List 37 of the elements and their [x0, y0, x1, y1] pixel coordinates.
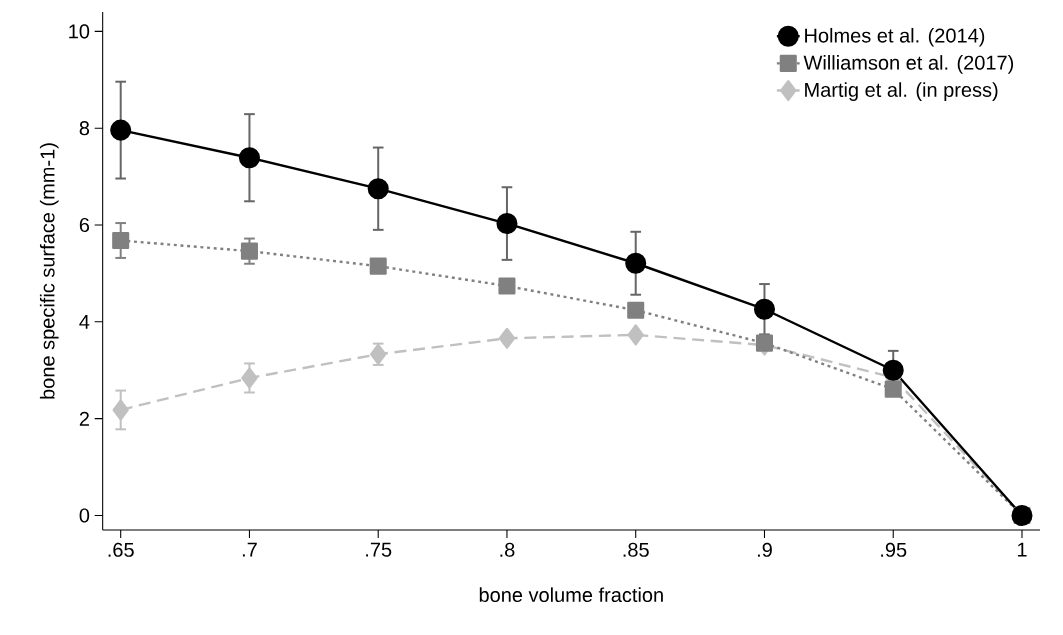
point	[241, 367, 258, 389]
x-tick-label: .95	[881, 542, 907, 557]
x-tick-label: .9	[757, 542, 772, 557]
y-axis-title: bone specific surface (mm-1)	[39, 143, 59, 399]
point	[110, 119, 132, 141]
point	[496, 213, 518, 235]
point	[755, 334, 774, 352]
x-axis-title: bone volume fraction	[479, 587, 663, 603]
point	[627, 301, 645, 319]
y-tick-label: 10	[69, 24, 90, 39]
x-tick-label: .65	[108, 542, 134, 557]
point	[627, 324, 644, 346]
y-tick-label: 0	[79, 508, 90, 523]
point	[498, 277, 516, 295]
point	[240, 242, 258, 260]
point	[112, 399, 129, 421]
point	[112, 231, 130, 250]
point	[625, 252, 647, 274]
point	[498, 327, 516, 349]
legend-label: Holmes et al. (2014)	[805, 27, 985, 47]
legend-label: Williamson et al. (2017)	[803, 55, 1014, 74]
point	[753, 298, 776, 320]
x-tick-label: .75	[366, 542, 392, 557]
point	[882, 359, 904, 381]
y-tick-label: 6	[79, 217, 90, 233]
point	[238, 147, 260, 169]
x-tick-label: 1	[1017, 542, 1027, 557]
x-tick-label: .8	[500, 542, 515, 557]
y-tick-label: 4	[79, 314, 90, 329]
point	[884, 380, 902, 398]
y-tick-label: 2	[79, 411, 89, 426]
point	[369, 257, 387, 275]
point	[367, 178, 389, 200]
y-tick-label: 8	[79, 121, 90, 136]
x-tick-label: .7	[242, 542, 257, 557]
x-tick-label: .85	[623, 542, 649, 557]
legend-label: Martig et al. (in press)	[805, 82, 998, 101]
